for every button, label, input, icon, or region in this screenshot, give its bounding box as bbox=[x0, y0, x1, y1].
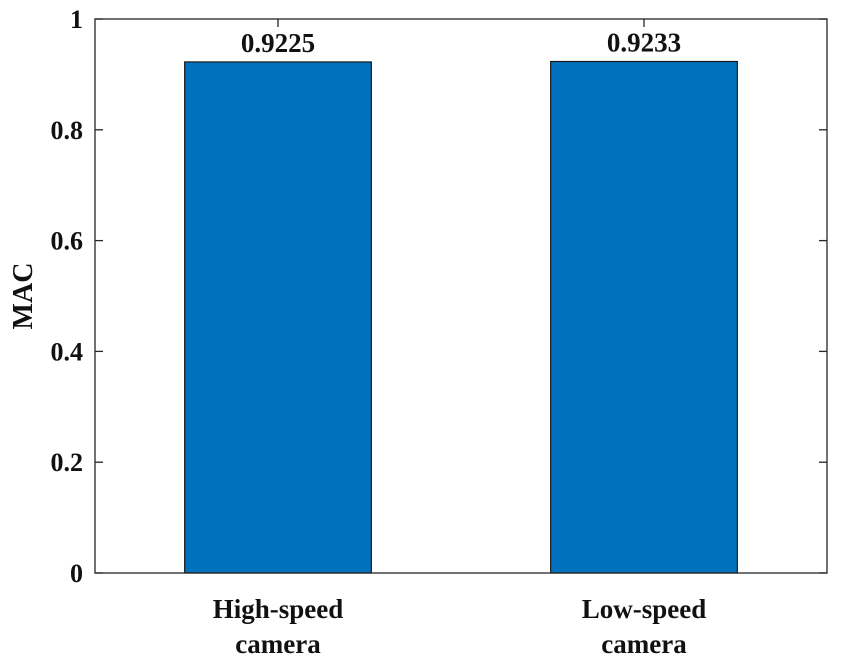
plot-area-frame bbox=[94, 18, 828, 574]
x-category-label-line1: High-speed bbox=[213, 594, 344, 624]
y-tick-label: 0.6 bbox=[51, 227, 84, 256]
y-tick-label: 0.8 bbox=[51, 116, 84, 145]
y-axis-label: MAC bbox=[8, 263, 39, 330]
x-category-label-line1: Low-speed bbox=[582, 594, 707, 624]
y-tick-label: 0.2 bbox=[51, 448, 84, 477]
x-category-labels: High-speed camera Low-speed camera bbox=[213, 594, 707, 659]
y-ticks: 0 0.2 0.4 0.6 0.8 1 bbox=[51, 5, 827, 588]
bar bbox=[184, 61, 372, 574]
x-category-label-line2: camera bbox=[235, 629, 321, 659]
y-tick-label: 0 bbox=[70, 559, 83, 588]
y-tick-label: 1 bbox=[70, 5, 83, 34]
bar-value-label: 0.9225 bbox=[241, 28, 315, 58]
x-category-label-line2: camera bbox=[601, 629, 687, 659]
y-tick-label: 0.4 bbox=[51, 337, 84, 366]
data-labels: 0.9225 0.9233 bbox=[241, 27, 681, 57]
bars bbox=[184, 60, 738, 574]
bar bbox=[550, 60, 738, 574]
bar-value-label: 0.9233 bbox=[607, 27, 681, 57]
